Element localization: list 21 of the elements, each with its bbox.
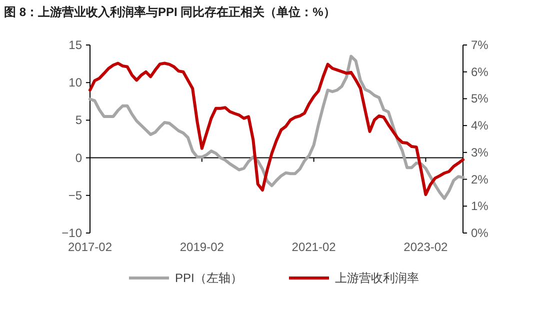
- y-tick-label: −10: [62, 226, 82, 240]
- y2-tick-label: 7%: [471, 38, 489, 52]
- y2-tick-label: 2%: [471, 172, 489, 186]
- x-tick-label: 2023-02: [404, 240, 448, 254]
- legend-label: PPI（左轴）: [175, 271, 242, 285]
- y-tick-label: 15: [68, 38, 82, 52]
- y2-tick-label: 6%: [471, 64, 489, 79]
- y-tick-label: 0: [75, 150, 82, 165]
- x-tick-label: 2017-02: [68, 240, 112, 254]
- y2-tick-label: 4%: [471, 118, 489, 133]
- chart-title: 图 8：上游营业收入利润率与PPI 同比存在正相关（单位：%）: [4, 5, 336, 19]
- y-tick-label: 10: [68, 76, 82, 90]
- y2-tick-label: 0%: [471, 226, 489, 240]
- y-tick-label: 5: [75, 113, 82, 128]
- x-tick-label: 2019-02: [180, 240, 224, 254]
- y-tick-label: −5: [68, 188, 82, 202]
- y2-tick-label: 1%: [471, 199, 489, 214]
- legend-label: 上游营收利润率: [335, 271, 419, 285]
- x-tick-label: 2021-02: [292, 240, 336, 254]
- y2-tick-label: 3%: [471, 145, 489, 160]
- y2-tick-label: 5%: [471, 92, 489, 106]
